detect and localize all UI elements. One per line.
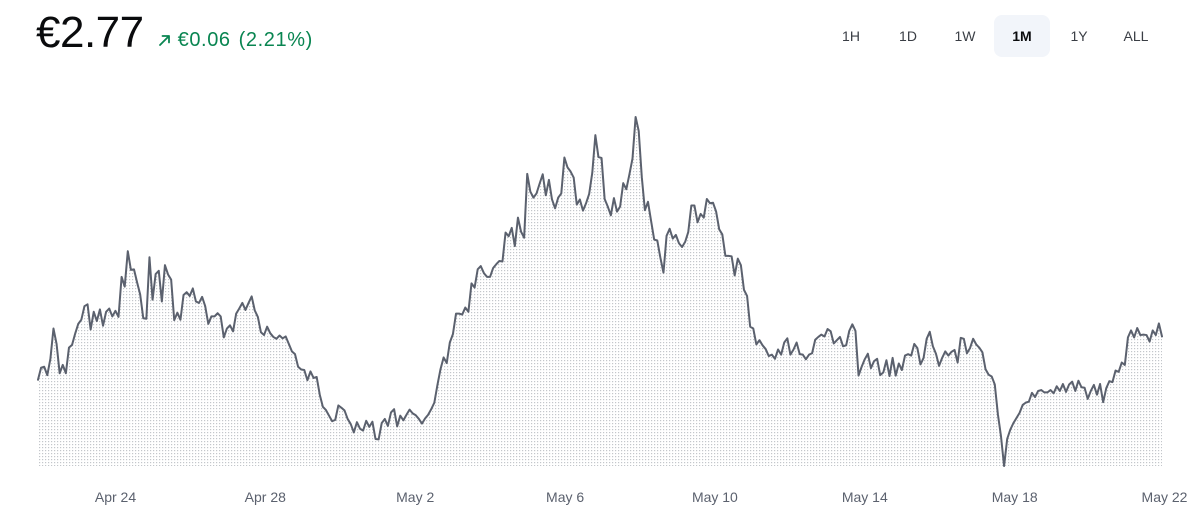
current-price: €2.77 bbox=[36, 8, 144, 57]
price-header: €2.77 €0.06 (2.21%) bbox=[36, 8, 313, 58]
range-1m-button[interactable]: 1M bbox=[994, 15, 1050, 57]
price-line bbox=[37, 116, 1163, 467]
x-tick-label: May 22 bbox=[1142, 489, 1188, 505]
x-tick-label: May 14 bbox=[842, 489, 888, 505]
price-area-fill bbox=[38, 117, 1162, 466]
change-percent: (2.21%) bbox=[238, 28, 313, 51]
price-change: €0.06 (2.21%) bbox=[158, 29, 313, 52]
x-tick-label: Apr 28 bbox=[245, 489, 286, 505]
time-range-selector: 1H 1D 1W 1M 1Y ALL bbox=[822, 15, 1164, 57]
range-1h-button[interactable]: 1H bbox=[823, 15, 879, 57]
range-1d-button[interactable]: 1D bbox=[880, 15, 936, 57]
arrow-up-right-icon bbox=[158, 35, 170, 46]
range-1y-button[interactable]: 1Y bbox=[1051, 15, 1107, 57]
x-tick-label: May 6 bbox=[546, 489, 584, 505]
range-all-button[interactable]: ALL bbox=[1108, 15, 1164, 57]
x-tick-label: Apr 24 bbox=[95, 489, 136, 505]
x-tick-label: May 10 bbox=[692, 489, 738, 505]
x-tick-label: May 2 bbox=[396, 489, 434, 505]
x-axis: Apr 24 Apr 28 May 2 May 6 May 10 May 14 May 18… bbox=[95, 489, 1188, 505]
change-amount: €0.06 bbox=[177, 28, 231, 51]
range-1w-button[interactable]: 1W bbox=[937, 15, 993, 57]
x-tick-label: May 18 bbox=[992, 489, 1038, 505]
